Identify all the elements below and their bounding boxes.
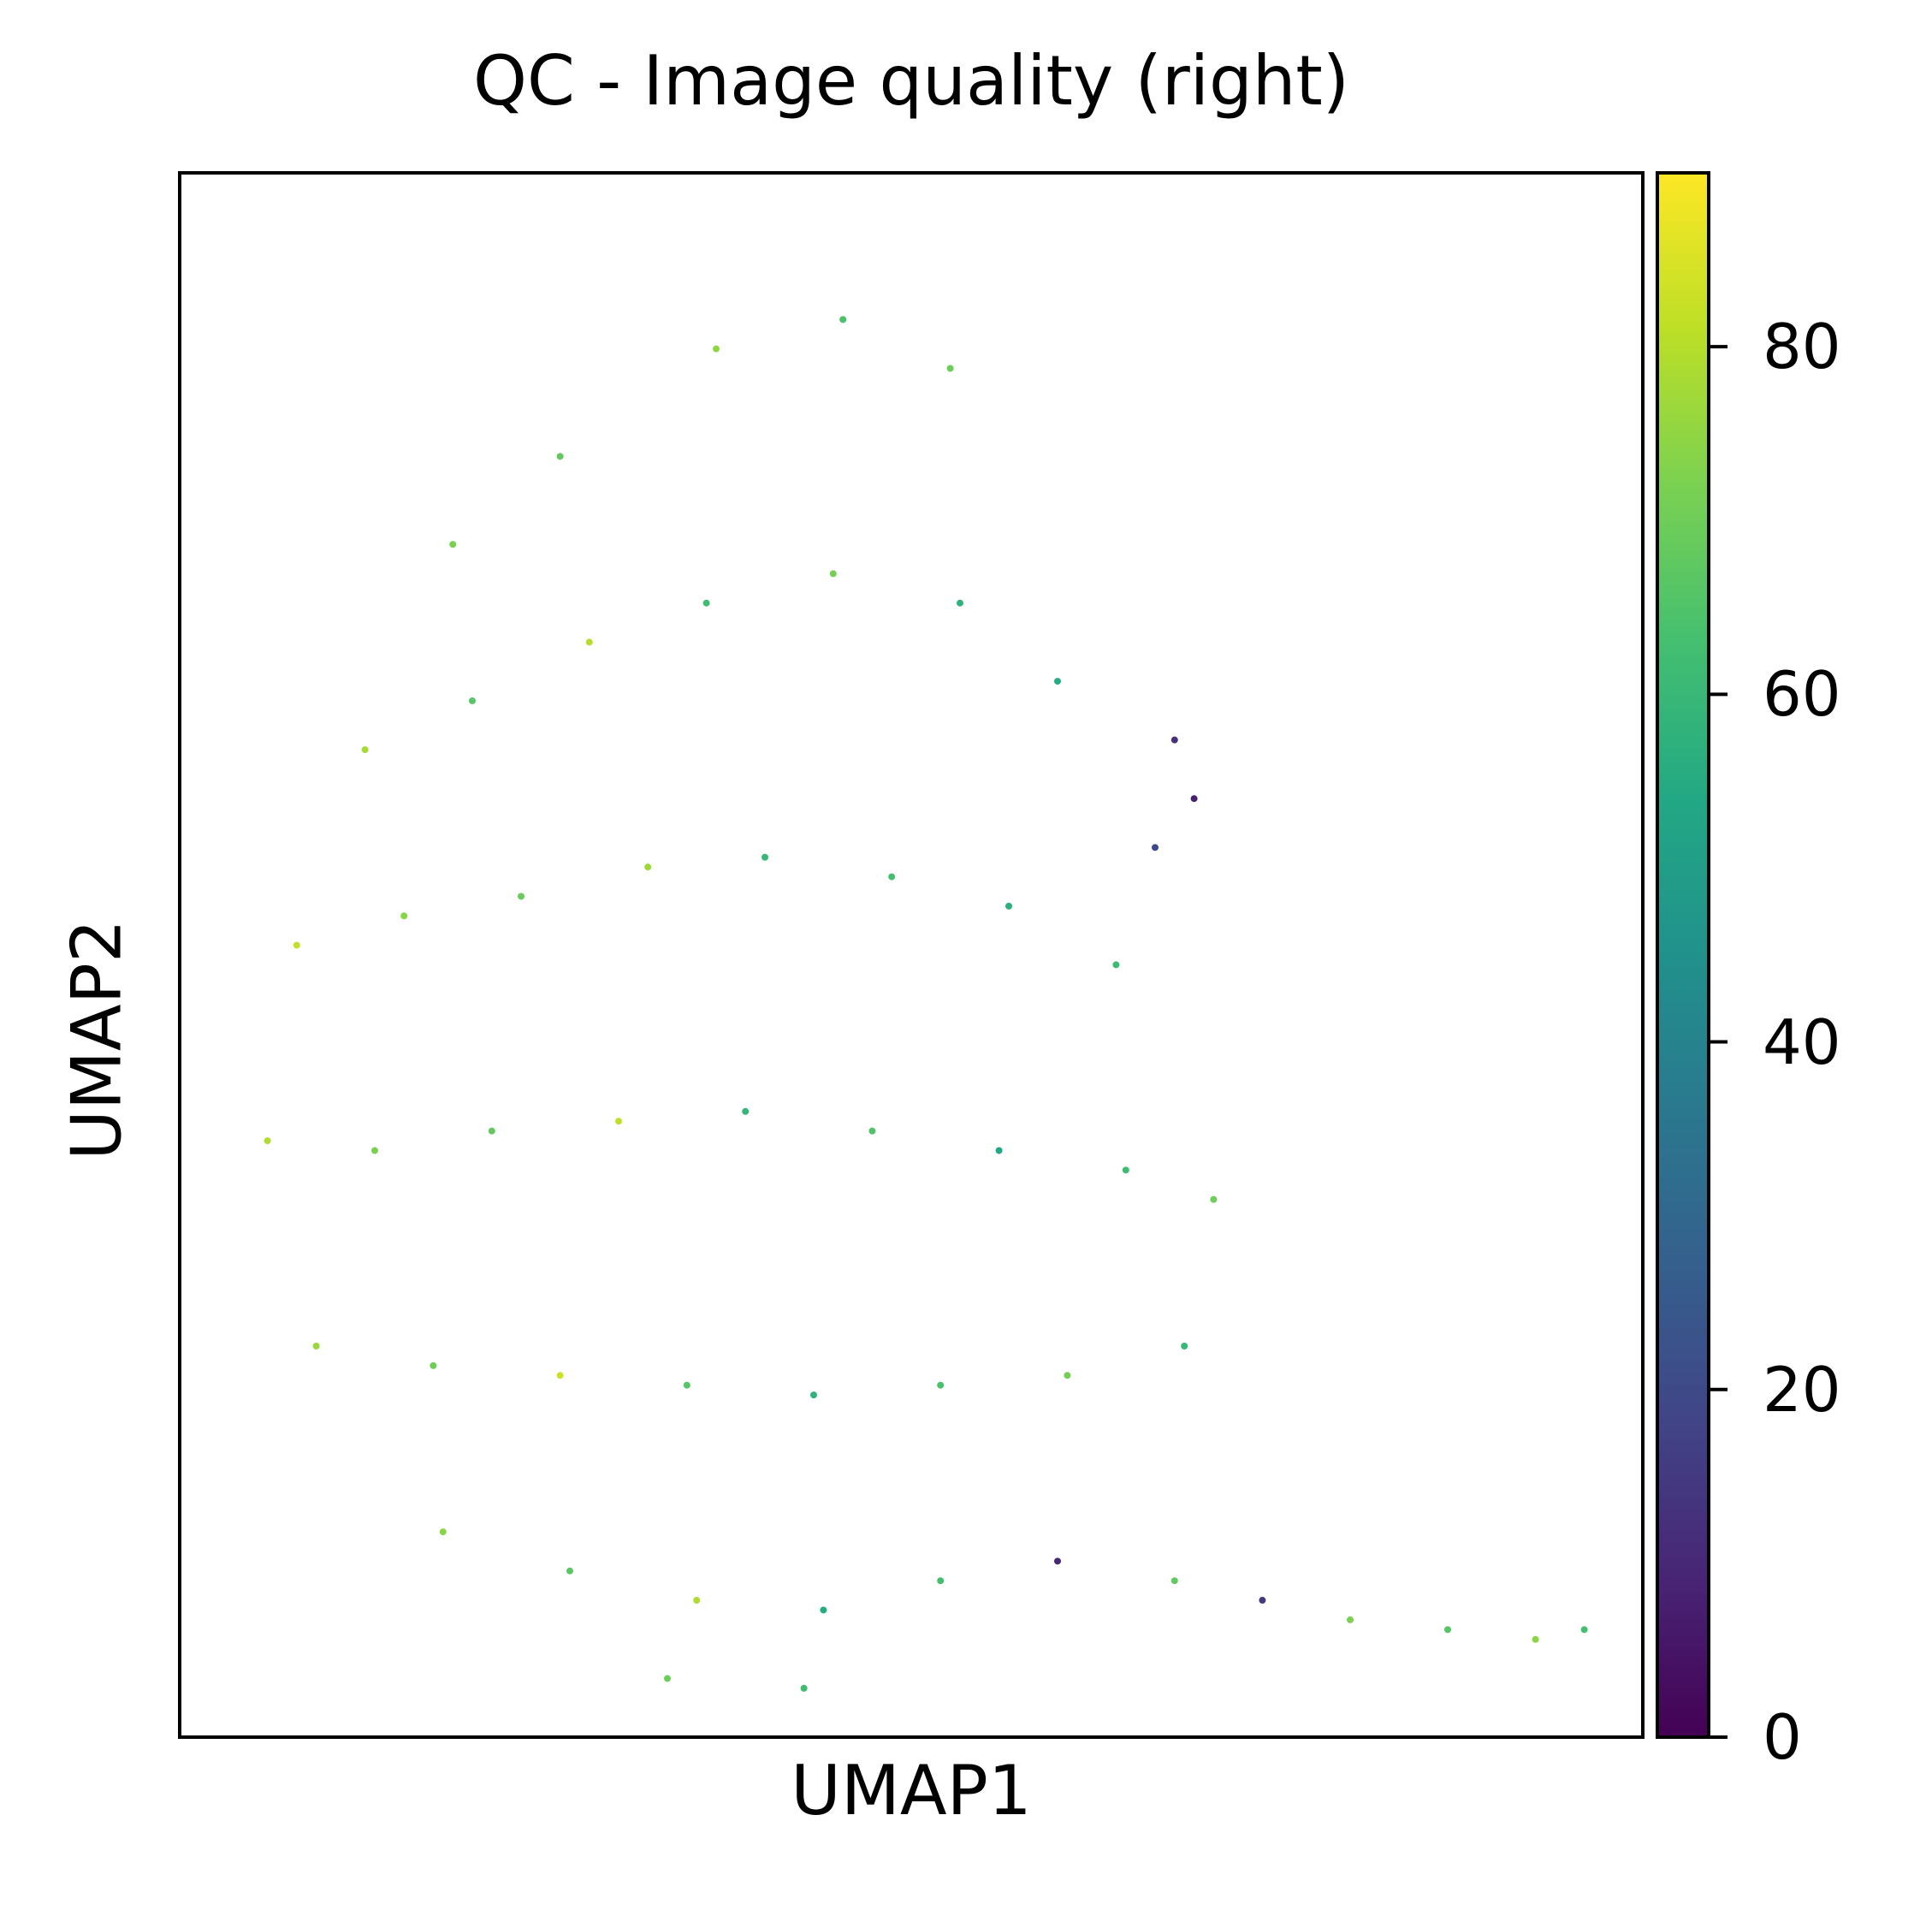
colorbar-tick-label: 20 bbox=[1763, 1353, 1841, 1426]
cell-point bbox=[556, 1372, 564, 1379]
cell-point bbox=[1054, 1557, 1061, 1565]
cell-point bbox=[400, 912, 408, 920]
cell-point bbox=[1064, 1372, 1071, 1379]
points-layer bbox=[264, 316, 1588, 1692]
cell-point bbox=[1054, 678, 1061, 685]
cell-point bbox=[1210, 1195, 1218, 1203]
cell-point bbox=[1181, 1343, 1188, 1349]
cell-point bbox=[702, 599, 710, 607]
cell-point bbox=[713, 345, 720, 353]
cell-point bbox=[937, 1381, 945, 1389]
cell-point bbox=[439, 1528, 447, 1536]
cell-point bbox=[683, 1381, 690, 1389]
cell-point bbox=[957, 599, 963, 607]
cell-point bbox=[615, 1118, 622, 1125]
cell-point bbox=[1170, 1577, 1178, 1585]
cell-point bbox=[293, 941, 300, 949]
cell-point bbox=[1152, 844, 1159, 851]
cell-point bbox=[371, 1147, 378, 1154]
cell-point bbox=[644, 863, 652, 871]
cell-point bbox=[1005, 902, 1012, 910]
colorbar-ticks bbox=[1709, 345, 1728, 1739]
cell-point bbox=[1444, 1626, 1451, 1634]
cell-point bbox=[1170, 736, 1178, 744]
cell-point bbox=[585, 638, 593, 646]
cell-point bbox=[664, 1675, 671, 1682]
plot-frame bbox=[178, 171, 1645, 1739]
cell-point bbox=[937, 1577, 945, 1585]
cell-point bbox=[693, 1597, 701, 1605]
colorbar-tick-label: 40 bbox=[1763, 1005, 1841, 1078]
cell-point bbox=[888, 873, 896, 881]
cell-point bbox=[488, 1127, 495, 1135]
cell-point bbox=[868, 1127, 876, 1135]
cell-point bbox=[946, 365, 954, 372]
cell-point bbox=[449, 541, 457, 549]
cell-point bbox=[1122, 1166, 1129, 1174]
cell-point bbox=[742, 1107, 750, 1115]
cell-point bbox=[995, 1147, 1003, 1154]
cell-point bbox=[1190, 795, 1198, 803]
cell-point bbox=[361, 746, 369, 754]
cell-point bbox=[1580, 1626, 1588, 1634]
colorbar-tick-label: 80 bbox=[1763, 311, 1841, 383]
cell-point bbox=[839, 316, 847, 323]
cell-point bbox=[810, 1391, 817, 1399]
cell-point bbox=[518, 893, 524, 900]
colorbar bbox=[1656, 171, 1710, 1739]
colorbar-tick-label: 60 bbox=[1763, 658, 1841, 731]
cell-point bbox=[820, 1606, 827, 1614]
cell-point bbox=[566, 1567, 573, 1575]
cell-point bbox=[556, 453, 564, 460]
colorbar-tick-label: 0 bbox=[1763, 1701, 1802, 1773]
cell-point bbox=[312, 1343, 320, 1349]
cell-point bbox=[829, 570, 837, 578]
cell-point bbox=[1347, 1616, 1354, 1623]
x-axis-label: UMAP1 bbox=[791, 1751, 1032, 1830]
cell-point bbox=[469, 697, 476, 704]
cell-point bbox=[1112, 961, 1120, 969]
cell-point bbox=[762, 853, 768, 861]
cell-point bbox=[430, 1361, 437, 1369]
cell-point bbox=[1532, 1635, 1539, 1643]
cell-point bbox=[1259, 1597, 1266, 1605]
cell-point bbox=[264, 1137, 271, 1145]
chart-title: QC - Image quality (right) bbox=[472, 41, 1350, 121]
cell-point bbox=[800, 1684, 808, 1692]
